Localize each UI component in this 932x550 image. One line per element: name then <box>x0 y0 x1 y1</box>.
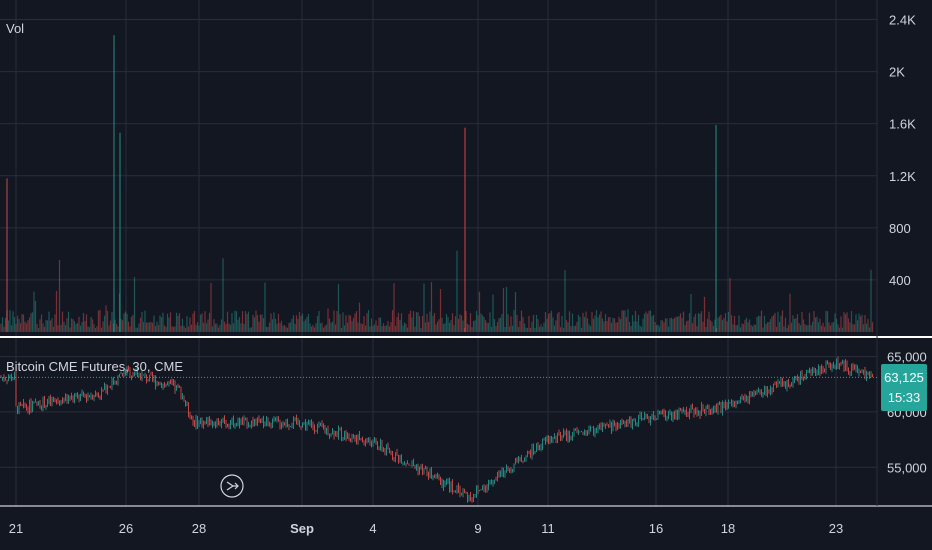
volume-y-tick: 2.4K <box>889 13 916 28</box>
volume-legend[interactable]: Vol <box>6 21 24 36</box>
volume-y-tick: 1.2K <box>889 169 916 184</box>
price-candles <box>0 356 873 503</box>
price-y-tick: 65,000 <box>887 350 927 365</box>
last-price-badge-bg <box>881 364 927 411</box>
time-tick: 4 <box>369 521 376 536</box>
price-legend[interactable]: Bitcoin CME Futures, 30, CME <box>6 359 183 374</box>
goto-date-icon[interactable] <box>220 474 244 498</box>
time-axis[interactable]: 21 26 28 Sep 4 9 11 16 18 23 <box>9 521 843 536</box>
volume-bars <box>0 35 874 332</box>
time-tick: 26 <box>119 521 133 536</box>
last-price-badge: 63,125 15:33 <box>881 364 927 411</box>
time-tick: 28 <box>192 521 206 536</box>
countdown-timer: 15:33 <box>888 390 921 405</box>
grid-lines <box>0 0 877 506</box>
time-tick: 18 <box>721 521 735 536</box>
time-tick: 21 <box>9 521 23 536</box>
time-tick: Sep <box>290 521 314 536</box>
time-tick: 23 <box>829 521 843 536</box>
price-y-tick: 55,000 <box>887 460 927 475</box>
volume-y-tick: 2K <box>889 65 905 80</box>
last-price-value: 63,125 <box>884 370 924 385</box>
time-tick: 11 <box>541 521 555 536</box>
time-tick: 16 <box>649 521 663 536</box>
volume-y-tick: 800 <box>889 221 911 236</box>
volume-y-tick: 1.6K <box>889 117 916 132</box>
volume-y-axis[interactable]: 2.4K 2K 1.6K 1.2K 800 400 <box>889 13 916 288</box>
volume-y-tick: 400 <box>889 273 911 288</box>
time-tick: 9 <box>474 521 481 536</box>
